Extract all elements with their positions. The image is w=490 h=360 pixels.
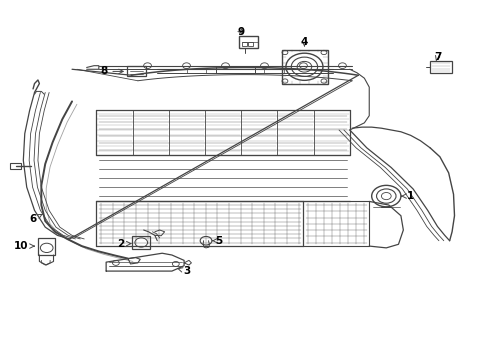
Text: 7: 7: [434, 52, 441, 62]
Bar: [248, 42, 253, 46]
Bar: [132, 236, 150, 249]
Bar: [242, 42, 247, 46]
Text: 2: 2: [117, 239, 131, 249]
Bar: [239, 36, 258, 48]
Text: 1: 1: [401, 191, 414, 201]
Text: 3: 3: [177, 266, 190, 276]
Text: 5: 5: [213, 236, 223, 246]
Bar: [127, 66, 146, 76]
Text: 9: 9: [238, 27, 245, 37]
Bar: [38, 238, 55, 255]
Text: 8: 8: [100, 66, 123, 76]
Text: 10: 10: [14, 241, 34, 251]
Text: 6: 6: [29, 214, 42, 224]
Bar: [282, 50, 328, 84]
Bar: [10, 163, 21, 168]
Bar: [430, 62, 452, 73]
Text: 4: 4: [301, 37, 308, 48]
Bar: [216, 66, 255, 73]
